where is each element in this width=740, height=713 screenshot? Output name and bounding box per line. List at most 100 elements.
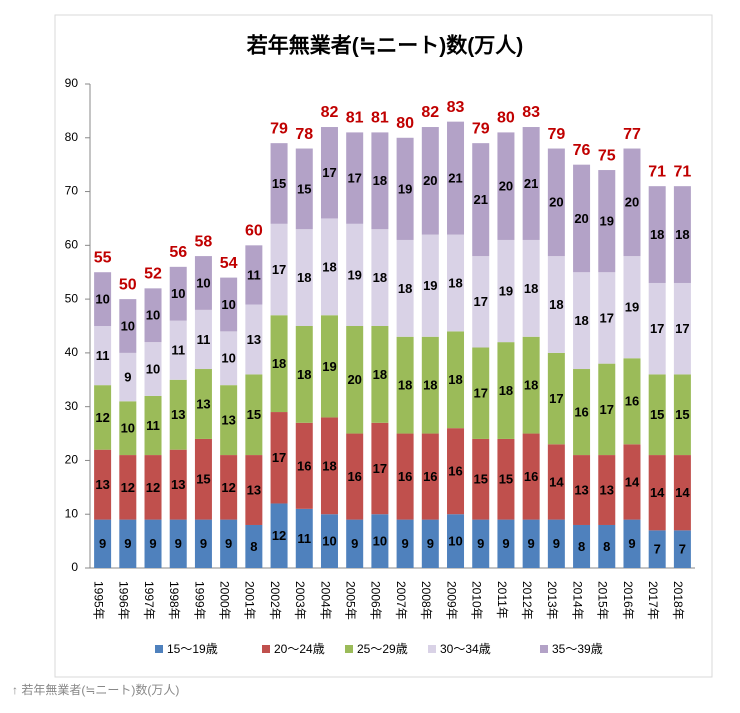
bar-segment [522, 336, 540, 434]
segment-label: 17 [473, 386, 487, 401]
bar-segment [270, 223, 288, 316]
segment-label: 11 [96, 348, 110, 363]
segment-label: 18 [272, 356, 286, 371]
total-label: 75 [598, 147, 616, 164]
x-tick-label: 1996年 [117, 581, 131, 620]
total-label: 82 [421, 104, 439, 121]
x-tick-label: 2014年 [570, 581, 584, 620]
segment-label: 13 [247, 332, 261, 347]
segment-label: 17 [322, 165, 336, 180]
total-label: 81 [371, 110, 389, 127]
x-tick-label: 2003年 [293, 581, 307, 620]
total-label: 60 [245, 223, 263, 240]
segment-label: 7 [654, 542, 661, 557]
bar-segment [295, 229, 313, 326]
segment-label: 10 [322, 534, 336, 549]
bar-segment [396, 137, 414, 240]
segment-label: 9 [124, 370, 131, 385]
total-label: 50 [119, 276, 137, 293]
bar-segment [497, 342, 515, 439]
segment-label: 17 [675, 321, 689, 336]
segment-label: 13 [247, 482, 261, 497]
bar-segment [421, 336, 439, 434]
segment-label: 17 [347, 171, 361, 186]
bar-segment [320, 514, 338, 568]
segment-label: 8 [578, 539, 585, 554]
segment-label: 18 [322, 259, 336, 274]
segment-label: 18 [524, 281, 538, 296]
segment-label: 17 [373, 461, 387, 476]
segment-label: 16 [524, 469, 538, 484]
segment-label: 9 [99, 536, 106, 551]
bar-segment [220, 519, 238, 568]
segment-label: 18 [574, 313, 588, 328]
segment-label: 14 [625, 474, 640, 489]
bar-segment [245, 304, 263, 375]
segment-label: 9 [477, 536, 484, 551]
bar-segment [472, 438, 490, 520]
bar-segment [673, 455, 691, 531]
bar-segment [371, 132, 389, 230]
caption: ↑ 若年無業者(≒ニート)数(万人) [12, 682, 179, 697]
segment-label: 18 [499, 383, 513, 398]
segment-label: 18 [297, 367, 311, 382]
bar-segment [472, 347, 490, 439]
bar-segment [623, 519, 641, 568]
bar-segment [371, 229, 389, 326]
segment-label: 9 [427, 536, 434, 551]
x-tick-label: 2001年 [243, 581, 257, 620]
bar-segment [573, 369, 591, 456]
segment-label: 16 [297, 458, 311, 473]
x-tick-label: 2011年 [495, 581, 509, 619]
bar-segment [447, 331, 465, 429]
segment-label: 16 [574, 404, 588, 419]
bar-segment [598, 524, 616, 568]
bar-segment [598, 272, 616, 364]
bar-segment [547, 444, 565, 520]
total-label: 77 [623, 126, 641, 143]
segment-label: 11 [197, 332, 211, 347]
segment-label: 9 [628, 536, 635, 551]
segment-label: 10 [95, 292, 109, 307]
segment-label: 19 [398, 181, 412, 196]
segment-label: 11 [146, 418, 160, 433]
bar-segment [270, 412, 288, 504]
legend-label: 30〜34歳 [440, 642, 491, 656]
segment-label: 19 [347, 267, 361, 282]
bar-segment [94, 519, 112, 568]
x-tick-label: 2004年 [318, 581, 332, 620]
bar-segment [522, 519, 540, 568]
bar-segment [421, 519, 439, 568]
segment-label: 9 [124, 536, 131, 551]
legend-swatch [262, 645, 270, 653]
bar-segment [295, 326, 313, 423]
bar-segment [623, 358, 641, 445]
bar-segment [396, 336, 414, 434]
bar-segment [169, 320, 187, 380]
bar-segment [169, 379, 187, 450]
total-label: 80 [497, 110, 515, 127]
x-tick-label: 2005年 [344, 581, 358, 620]
bar-segment [623, 148, 641, 257]
total-label: 78 [295, 126, 313, 143]
segment-label: 16 [423, 469, 437, 484]
legend-swatch [540, 645, 548, 653]
total-label: 71 [673, 163, 691, 180]
segment-label: 14 [650, 485, 665, 500]
bar-segment [270, 503, 288, 568]
bar-segment [346, 326, 364, 434]
bar-segment [144, 455, 162, 520]
segment-label: 9 [502, 536, 509, 551]
bar-segment [623, 444, 641, 520]
segment-label: 16 [625, 394, 639, 409]
total-label: 56 [169, 244, 187, 261]
bar-segment [169, 519, 187, 568]
bar-segment [472, 519, 490, 568]
bar-segment [447, 428, 465, 515]
x-tick-label: 1995年 [91, 581, 105, 620]
total-label: 52 [144, 266, 162, 283]
segment-label: 16 [398, 469, 412, 484]
x-tick-label: 2017年 [646, 581, 660, 620]
segment-label: 15 [473, 472, 487, 487]
